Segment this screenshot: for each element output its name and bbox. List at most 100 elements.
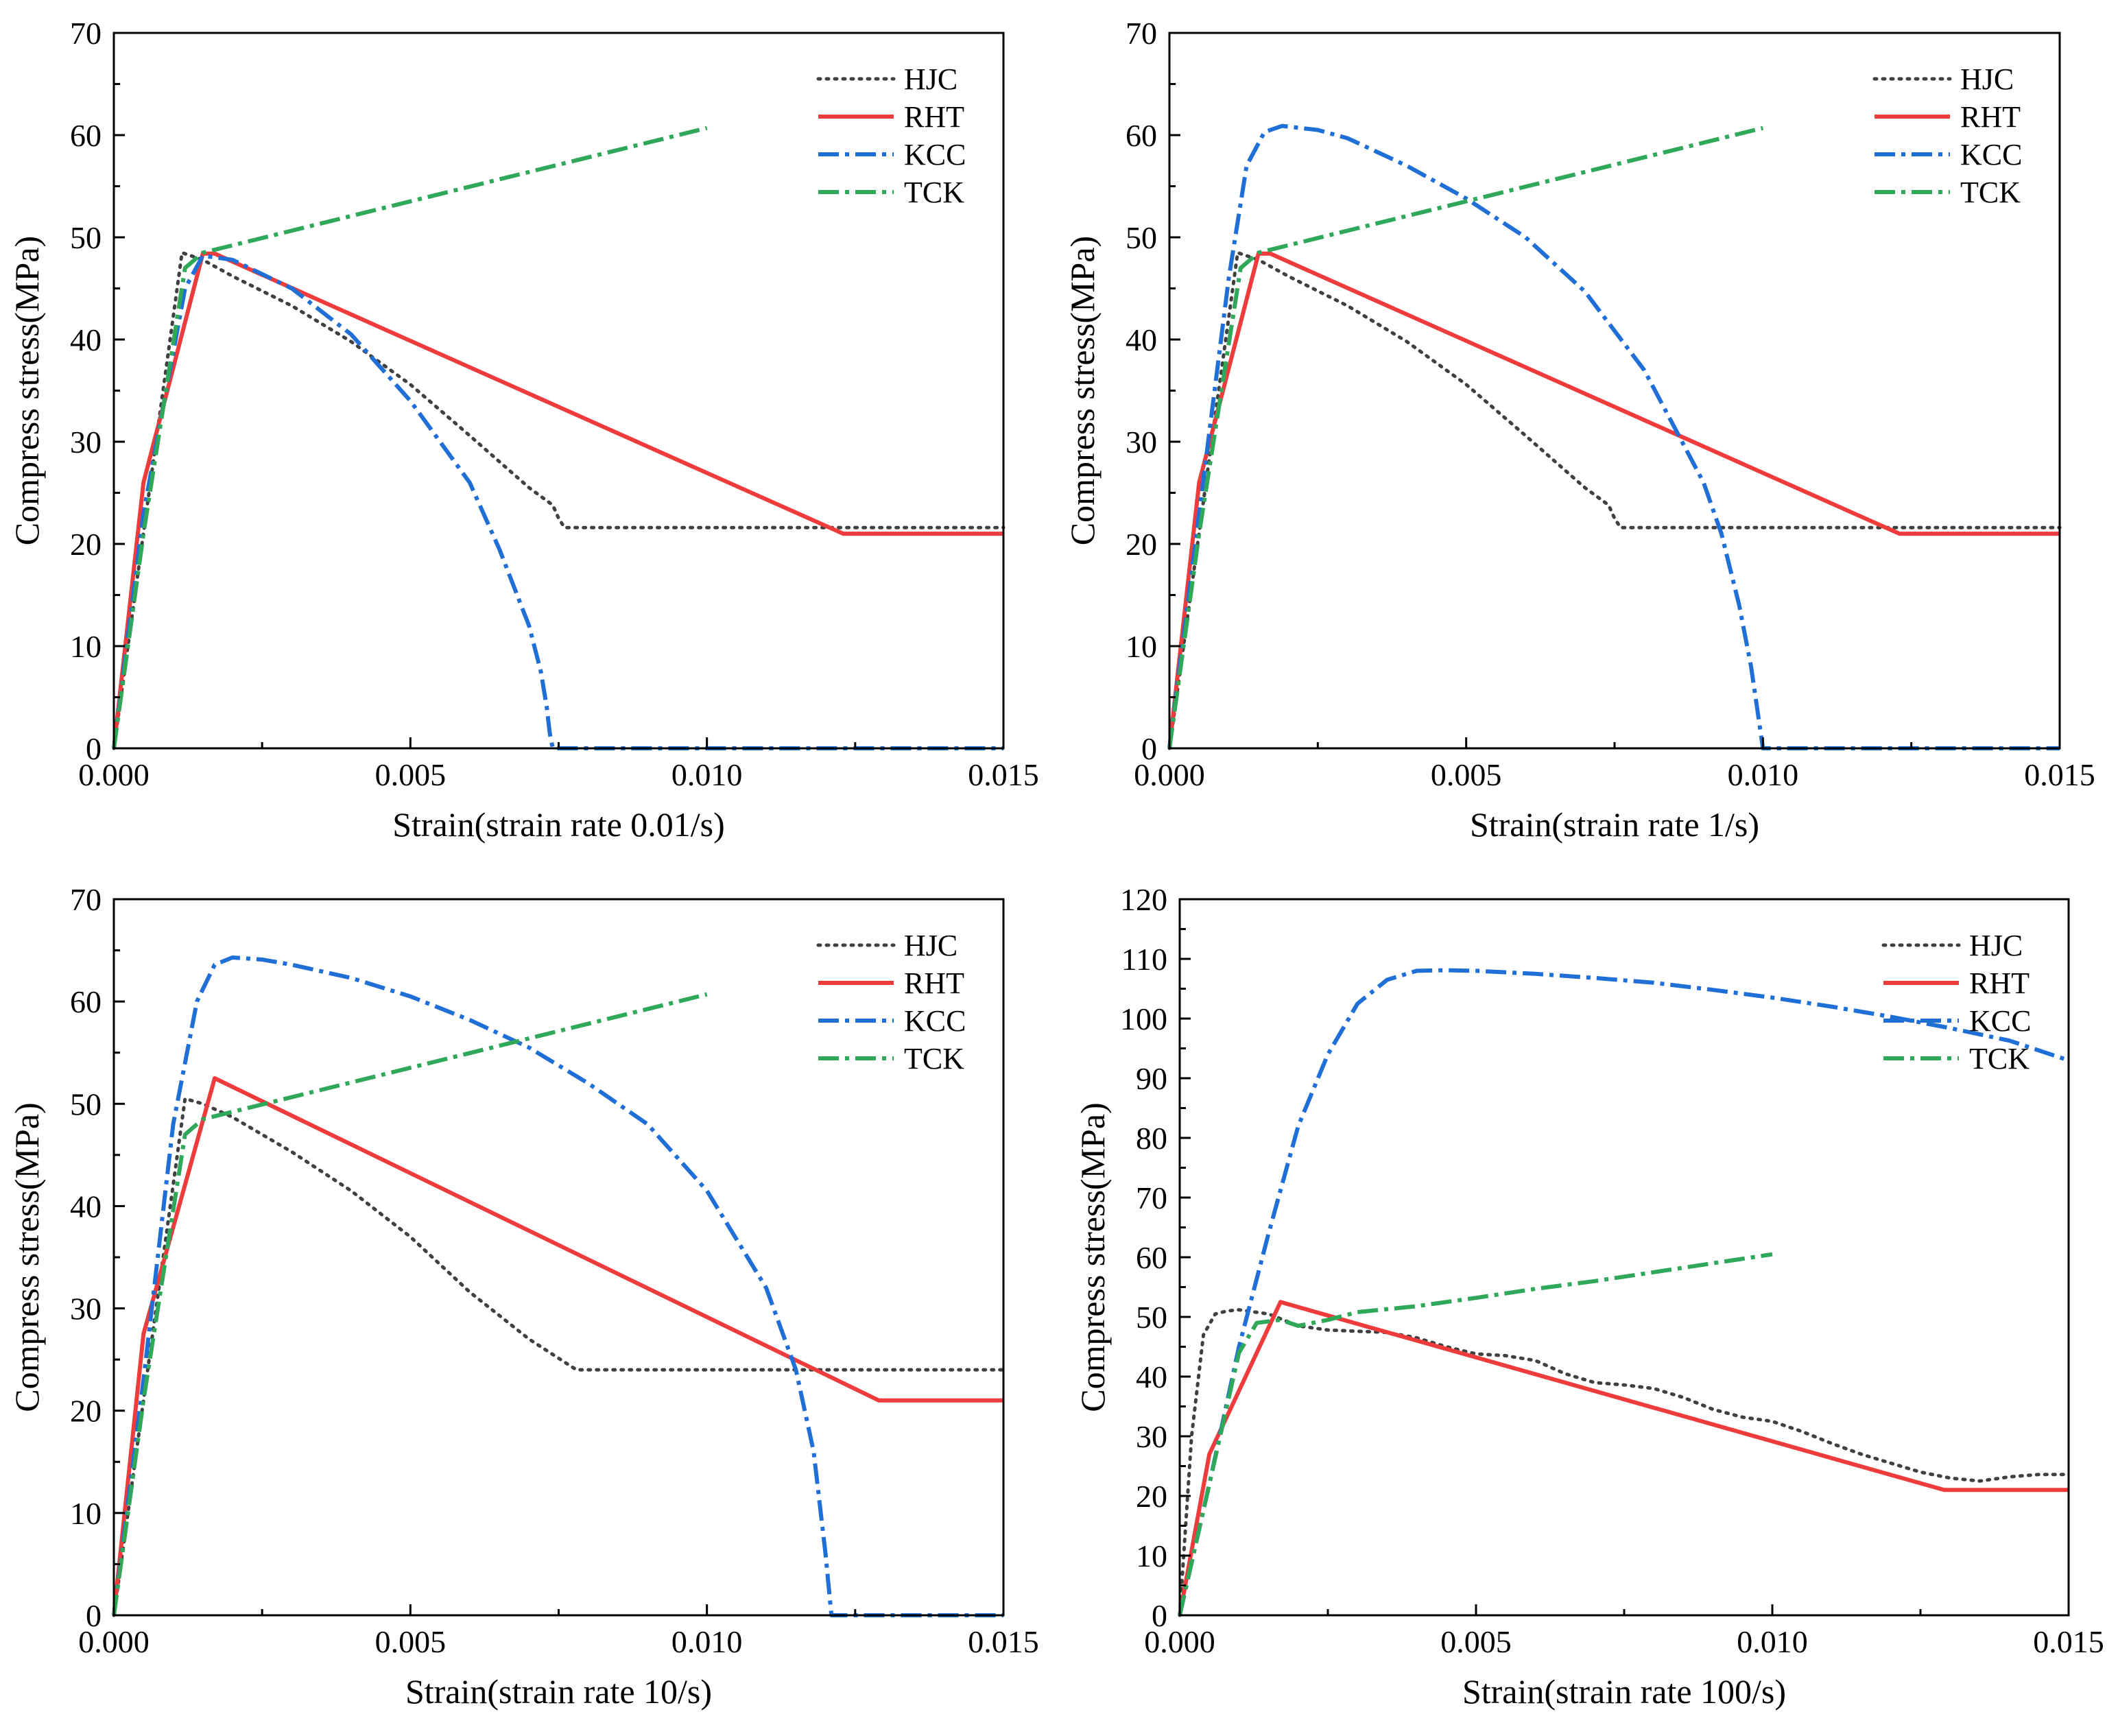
y-tick-label: 10 (70, 1496, 102, 1531)
chart-panel-1: 0.000 0.005 0.010 0.015 0 10 20 30 40 50 60 70 Strai… (8, 16, 1039, 844)
y-tick-label: 70 (1136, 1180, 1167, 1215)
x-tick-label: 0.010 (671, 1624, 743, 1659)
series-line-rht (112, 1076, 1003, 1616)
chart-panel-4: 0.000 0.005 0.010 0.015 0 10 20 30 40 50 60 70 80 90 1… (1073, 882, 2104, 1711)
legend-label-rht: RHT (1969, 966, 2030, 1000)
series-line-kcc (1167, 123, 2060, 750)
legend-label-kcc: KCC (904, 1004, 966, 1038)
y-tick-label: 120 (1120, 882, 1167, 917)
x-tick-label: 0.015 (2033, 1624, 2104, 1659)
x-axis-title: Strain(strain rate 100/s) (1462, 1672, 1786, 1711)
y-tick-label: 70 (70, 16, 102, 51)
y-tick-label: 0 (1141, 731, 1157, 766)
y-tick-label: 20 (1126, 527, 1157, 562)
y-axis-title: Compress stress(MPa) (8, 1102, 46, 1412)
series-line-rht (1167, 251, 2060, 749)
y-tick-label: 20 (70, 1394, 102, 1429)
x-tick-label: 0.015 (968, 1624, 1039, 1659)
legend: HJC RHT KCC TCK (1881, 929, 2031, 1075)
y-tick-label: 80 (1136, 1121, 1167, 1156)
series-group (112, 126, 1006, 750)
legend: HJC RHT KCC TCK (1872, 62, 2022, 209)
x-tick-label: 0.000 (78, 1624, 150, 1659)
y-tick-label: 60 (70, 118, 102, 153)
x-tick-label: 0.005 (1431, 757, 1502, 792)
y-tick-label: 60 (1126, 118, 1157, 153)
y-tick-label: 70 (70, 882, 102, 917)
y-tick-label: 30 (70, 1292, 102, 1327)
legend-label-hjc: HJC (904, 62, 957, 96)
y-tick-label: 10 (1126, 629, 1157, 664)
legend-label-kcc: KCC (1960, 138, 2022, 171)
y-tick-label: 110 (1121, 942, 1167, 977)
series-line-tck (112, 992, 708, 1616)
series-group (1178, 968, 2071, 1617)
y-tick-label: 60 (1136, 1240, 1167, 1275)
x-tick-label: 0.015 (2024, 757, 2095, 792)
series-line-kcc (1178, 968, 2069, 1616)
y-tick-label: 50 (1126, 220, 1157, 255)
y-axis-title: Compress stress(MPa) (8, 236, 46, 545)
y-tick-label: 100 (1120, 1001, 1167, 1036)
y-tick-label: 50 (1136, 1300, 1167, 1335)
legend-label-tck: TCK (1960, 176, 2021, 209)
x-tick-label: 0.015 (968, 757, 1039, 792)
legend-label-hjc: HJC (904, 929, 957, 962)
x-tick-label: 0.000 (1134, 757, 1205, 792)
series-line-kcc (112, 253, 1003, 750)
legend-label-hjc: HJC (1960, 62, 2014, 96)
legend-label-tck: TCK (904, 176, 964, 209)
y-axis-title: Compress stress(MPa) (1073, 1102, 1112, 1412)
y-tick-label: 30 (1136, 1419, 1167, 1454)
series-line-tck (112, 126, 708, 749)
y-tick-label: 70 (1126, 16, 1157, 51)
series-line-hjc (112, 1097, 1006, 1617)
legend-label-kcc: KCC (904, 138, 966, 171)
series-line-tck (1167, 126, 1764, 749)
x-tick-label: 0.000 (1144, 1624, 1215, 1659)
series-line-hjc (1178, 1308, 2071, 1617)
legend-label-hjc: HJC (1969, 929, 2023, 962)
y-tick-label: 30 (70, 425, 102, 460)
legend: HJC RHT KCC TCK (816, 929, 966, 1075)
y-tick-label: 50 (70, 220, 102, 255)
x-tick-label: 0.005 (375, 1624, 447, 1659)
y-tick-label: 60 (70, 984, 102, 1019)
chart-panel-2: 0.000 0.005 0.010 0.015 0 10 20 30 40 50 60 70 Strai… (1063, 16, 2095, 844)
legend-label-rht: RHT (1960, 100, 2021, 134)
series-line-tck (1178, 1252, 1773, 1616)
x-axis-title: Strain(strain rate 0.01/s) (392, 805, 725, 844)
series-group (112, 955, 1006, 1617)
legend-label-tck: TCK (1969, 1042, 2030, 1075)
y-tick-label: 10 (70, 629, 102, 664)
y-tick-label: 30 (1126, 425, 1157, 460)
legend-label-rht: RHT (904, 966, 964, 1000)
x-tick-label: 0.005 (375, 757, 447, 792)
series-line-kcc (112, 955, 1003, 1617)
y-tick-label: 0 (86, 731, 102, 766)
x-tick-label: 0.000 (78, 757, 150, 792)
y-tick-label: 40 (1136, 1359, 1167, 1394)
y-tick-label: 40 (70, 1189, 102, 1224)
x-tick-label: 0.010 (671, 757, 743, 792)
series-group (1167, 123, 2062, 750)
y-tick-label: 90 (1136, 1061, 1167, 1096)
series-line-rht (1178, 1300, 2069, 1616)
y-tick-label: 50 (70, 1086, 102, 1121)
y-tick-label: 40 (1126, 322, 1157, 357)
chart-panel-3: 0.000 0.005 0.010 0.015 0 10 20 30 40 50 60 70 Strai… (8, 882, 1039, 1711)
y-tick-label: 0 (1152, 1598, 1167, 1633)
y-tick-label: 40 (70, 322, 102, 357)
y-tick-label: 20 (1136, 1479, 1167, 1514)
x-axis-title: Strain(strain rate 1/s) (1470, 805, 1759, 844)
x-tick-label: 0.010 (1728, 757, 1799, 792)
x-axis-title: Strain(strain rate 10/s) (405, 1672, 712, 1711)
y-tick-label: 10 (1136, 1538, 1167, 1573)
series-line-rht (112, 251, 1003, 749)
x-tick-label: 0.010 (1737, 1624, 1808, 1659)
y-tick-label: 0 (86, 1598, 102, 1633)
legend-label-tck: TCK (904, 1042, 964, 1075)
legend-label-rht: RHT (904, 100, 964, 134)
